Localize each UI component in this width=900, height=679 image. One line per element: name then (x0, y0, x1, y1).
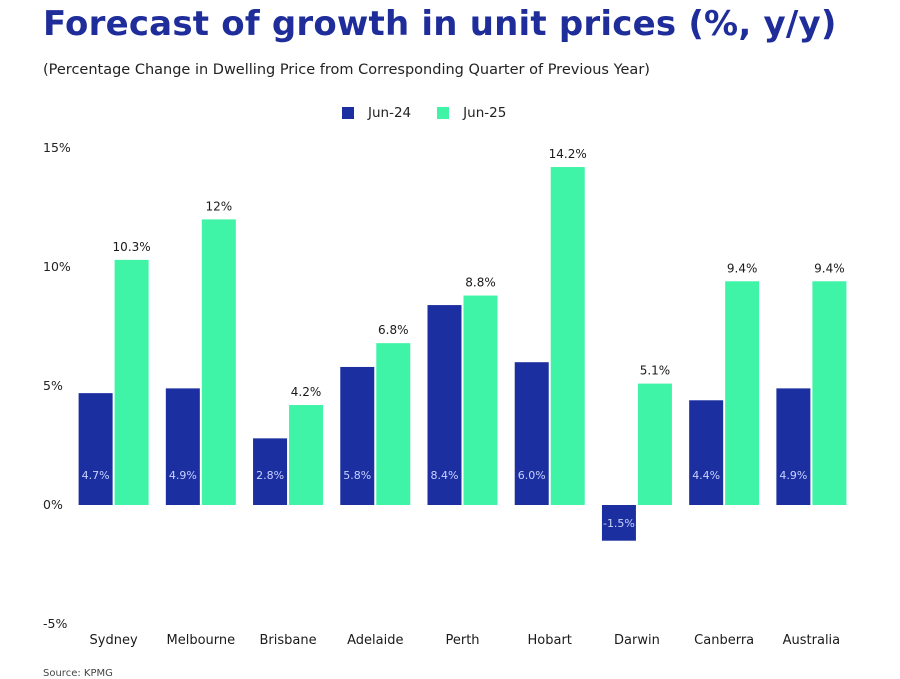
data-label-jun24: 4.9% (169, 469, 197, 482)
bar-jun25 (289, 405, 324, 505)
y-tick-label: 10% (43, 259, 71, 274)
category-label: Perth (445, 633, 479, 648)
bar-jun24 (253, 438, 288, 505)
legend-swatch-jun25 (437, 107, 450, 119)
bar-jun25 (637, 383, 672, 505)
data-label-jun24: 4.9% (779, 469, 807, 482)
y-tick-label: 15% (43, 140, 71, 155)
legend-swatch-jun24 (342, 107, 354, 119)
data-label-jun25: 9.4% (814, 261, 845, 275)
category-label: Melbourne (167, 633, 236, 648)
bar-jun24 (776, 388, 811, 505)
bar-jun24 (514, 362, 549, 505)
bar-jun24 (165, 388, 200, 505)
legend-label-jun25: Jun-25 (463, 105, 507, 121)
y-tick-label: 0% (43, 497, 63, 512)
data-label-jun25: 10.3% (113, 240, 151, 254)
category-label: Sydney (90, 633, 138, 648)
chart-subtitle: (Percentage Change in Dwelling Price fro… (43, 62, 650, 78)
bar-jun25 (812, 281, 847, 505)
category-label: Adelaide (347, 633, 403, 648)
legend-item-jun24: Jun-24 (342, 105, 411, 121)
data-label-jun24: -1.5% (603, 517, 635, 530)
category-label: Hobart (528, 633, 572, 648)
bar-jun25 (114, 259, 149, 505)
source-note: Source: KPMG (43, 668, 113, 679)
category-label: Canberra (694, 633, 754, 648)
bar-jun24 (601, 505, 636, 541)
bar-jun24 (689, 400, 724, 505)
data-label-jun25: 8.8% (465, 276, 496, 290)
data-label-jun25: 12% (205, 199, 232, 213)
data-label-jun24: 5.8% (343, 469, 371, 482)
category-label: Brisbane (260, 633, 317, 648)
bar-jun25 (376, 343, 411, 505)
data-label-jun25: 5.1% (640, 364, 671, 378)
bar-jun25 (201, 219, 236, 505)
bar-jun24 (340, 366, 375, 505)
data-label-jun25: 14.2% (549, 147, 587, 161)
bar-jun24 (78, 393, 113, 505)
data-label-jun25: 6.8% (378, 323, 409, 337)
data-label-jun24: 6.0% (518, 469, 546, 482)
legend-item-jun25: Jun-25 (437, 105, 506, 121)
chart-title: Forecast of growth in unit prices (%, y/… (43, 4, 837, 44)
legend-label-jun24: Jun-24 (368, 105, 412, 121)
data-label-jun25: 4.2% (291, 385, 322, 399)
bar-jun24 (427, 305, 462, 505)
category-label: Darwin (614, 633, 660, 648)
data-label-jun24: 8.4% (431, 469, 459, 482)
y-tick-label: 5% (43, 378, 63, 393)
data-label-jun25: 9.4% (727, 261, 758, 275)
data-label-jun24: 2.8% (256, 469, 284, 482)
bar-jun25 (725, 281, 760, 505)
y-tick-label: -5% (43, 616, 67, 631)
legend: Jun-24 Jun-25 (342, 105, 532, 121)
category-label: Australia (783, 633, 841, 648)
data-label-jun24: 4.7% (82, 469, 110, 482)
bar-jun25 (463, 295, 498, 505)
bar-jun25 (550, 167, 585, 506)
data-label-jun24: 4.4% (692, 469, 720, 482)
